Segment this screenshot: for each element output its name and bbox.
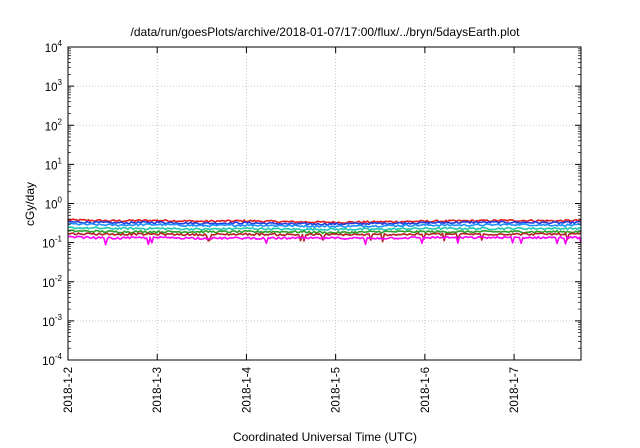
series-group <box>67 218 582 246</box>
y-tick-label: 100 <box>45 196 63 212</box>
y-axis-label: cGy/day <box>23 182 37 226</box>
chart-title: /data/run/goesPlots/archive/2018-01-07/1… <box>131 25 521 39</box>
x-tick-label: 2018-1-2 <box>63 367 75 413</box>
series-line-3 <box>67 222 582 229</box>
series-line-5 <box>67 229 582 235</box>
x-axis-label: Coordinated Universal Time (UTC) <box>233 430 417 444</box>
x-tick-label: 2018-1-3 <box>152 367 164 413</box>
series-line-6 <box>68 232 582 243</box>
y-tick-label: 104 <box>45 39 63 55</box>
y-tick-label: 10-1 <box>42 235 62 251</box>
x-tick-label: 2018-1-7 <box>509 367 521 413</box>
y-tick-label: 102 <box>45 117 63 133</box>
x-tick-label: 2018-1-4 <box>241 366 253 413</box>
axes: 10-4 10-3 10-2 10-1 100 101 102 103 104 2018-1-2 2… <box>42 39 581 413</box>
grid <box>68 47 581 360</box>
series-line-4 <box>67 226 582 232</box>
series-line-2 <box>67 220 582 226</box>
y-tick-label: 103 <box>45 78 63 94</box>
x-tick-label: 2018-1-6 <box>420 367 432 413</box>
y-tick-label: 101 <box>45 156 63 172</box>
y-tick-label: 10-2 <box>42 274 62 290</box>
series-line-7 <box>68 235 582 246</box>
plot-frame <box>67 46 582 361</box>
x-tick-label: 2018-1-5 <box>331 367 343 413</box>
y-tick-label: 10-3 <box>42 313 62 329</box>
series-line-1 <box>67 218 582 225</box>
y-tick-label: 10-4 <box>42 352 62 368</box>
